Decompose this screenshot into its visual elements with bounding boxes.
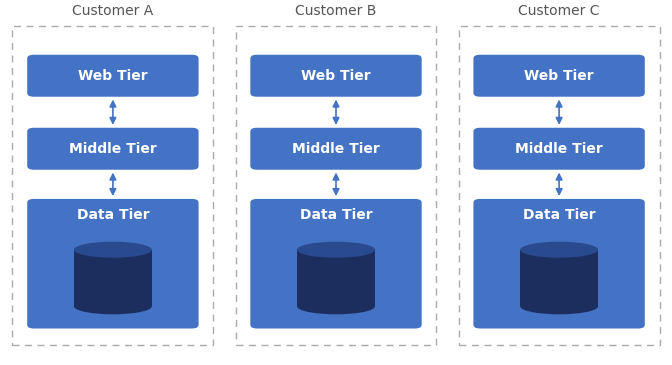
Bar [235,26,436,345]
Bar [13,26,214,345]
Text: Middle Tier: Middle Tier [292,142,380,156]
Ellipse shape [74,242,152,258]
Text: Customer C: Customer C [518,4,600,18]
Bar [297,250,375,306]
Ellipse shape [297,298,375,314]
FancyBboxPatch shape [27,128,199,170]
FancyBboxPatch shape [250,199,421,328]
Text: Data Tier: Data Tier [77,208,149,222]
Text: Web Tier: Web Tier [524,69,594,83]
Text: Tenant: Tenant [536,269,583,281]
Text: DB: DB [549,280,569,292]
FancyBboxPatch shape [473,128,644,170]
Text: Data Tier: Data Tier [523,208,595,222]
Text: Middle Tier: Middle Tier [69,142,157,156]
Ellipse shape [520,298,598,314]
Text: Tenant: Tenant [89,269,136,281]
FancyBboxPatch shape [473,199,644,328]
Ellipse shape [520,242,598,258]
FancyBboxPatch shape [27,199,199,328]
Text: Middle Tier: Middle Tier [515,142,603,156]
Text: Customer A: Customer A [73,4,153,18]
Ellipse shape [297,242,375,258]
FancyBboxPatch shape [250,55,421,97]
Text: Customer B: Customer B [295,4,377,18]
Bar [458,26,659,345]
FancyBboxPatch shape [250,128,421,170]
Text: DB: DB [326,280,346,292]
Bar [74,250,152,306]
Text: DB: DB [103,280,123,292]
Text: Web Tier: Web Tier [301,69,371,83]
Bar [520,250,598,306]
FancyBboxPatch shape [27,55,199,97]
Text: Data Tier: Data Tier [300,208,372,222]
Text: Tenant: Tenant [312,269,360,281]
Text: Web Tier: Web Tier [78,69,148,83]
Ellipse shape [74,298,152,314]
FancyBboxPatch shape [473,55,644,97]
